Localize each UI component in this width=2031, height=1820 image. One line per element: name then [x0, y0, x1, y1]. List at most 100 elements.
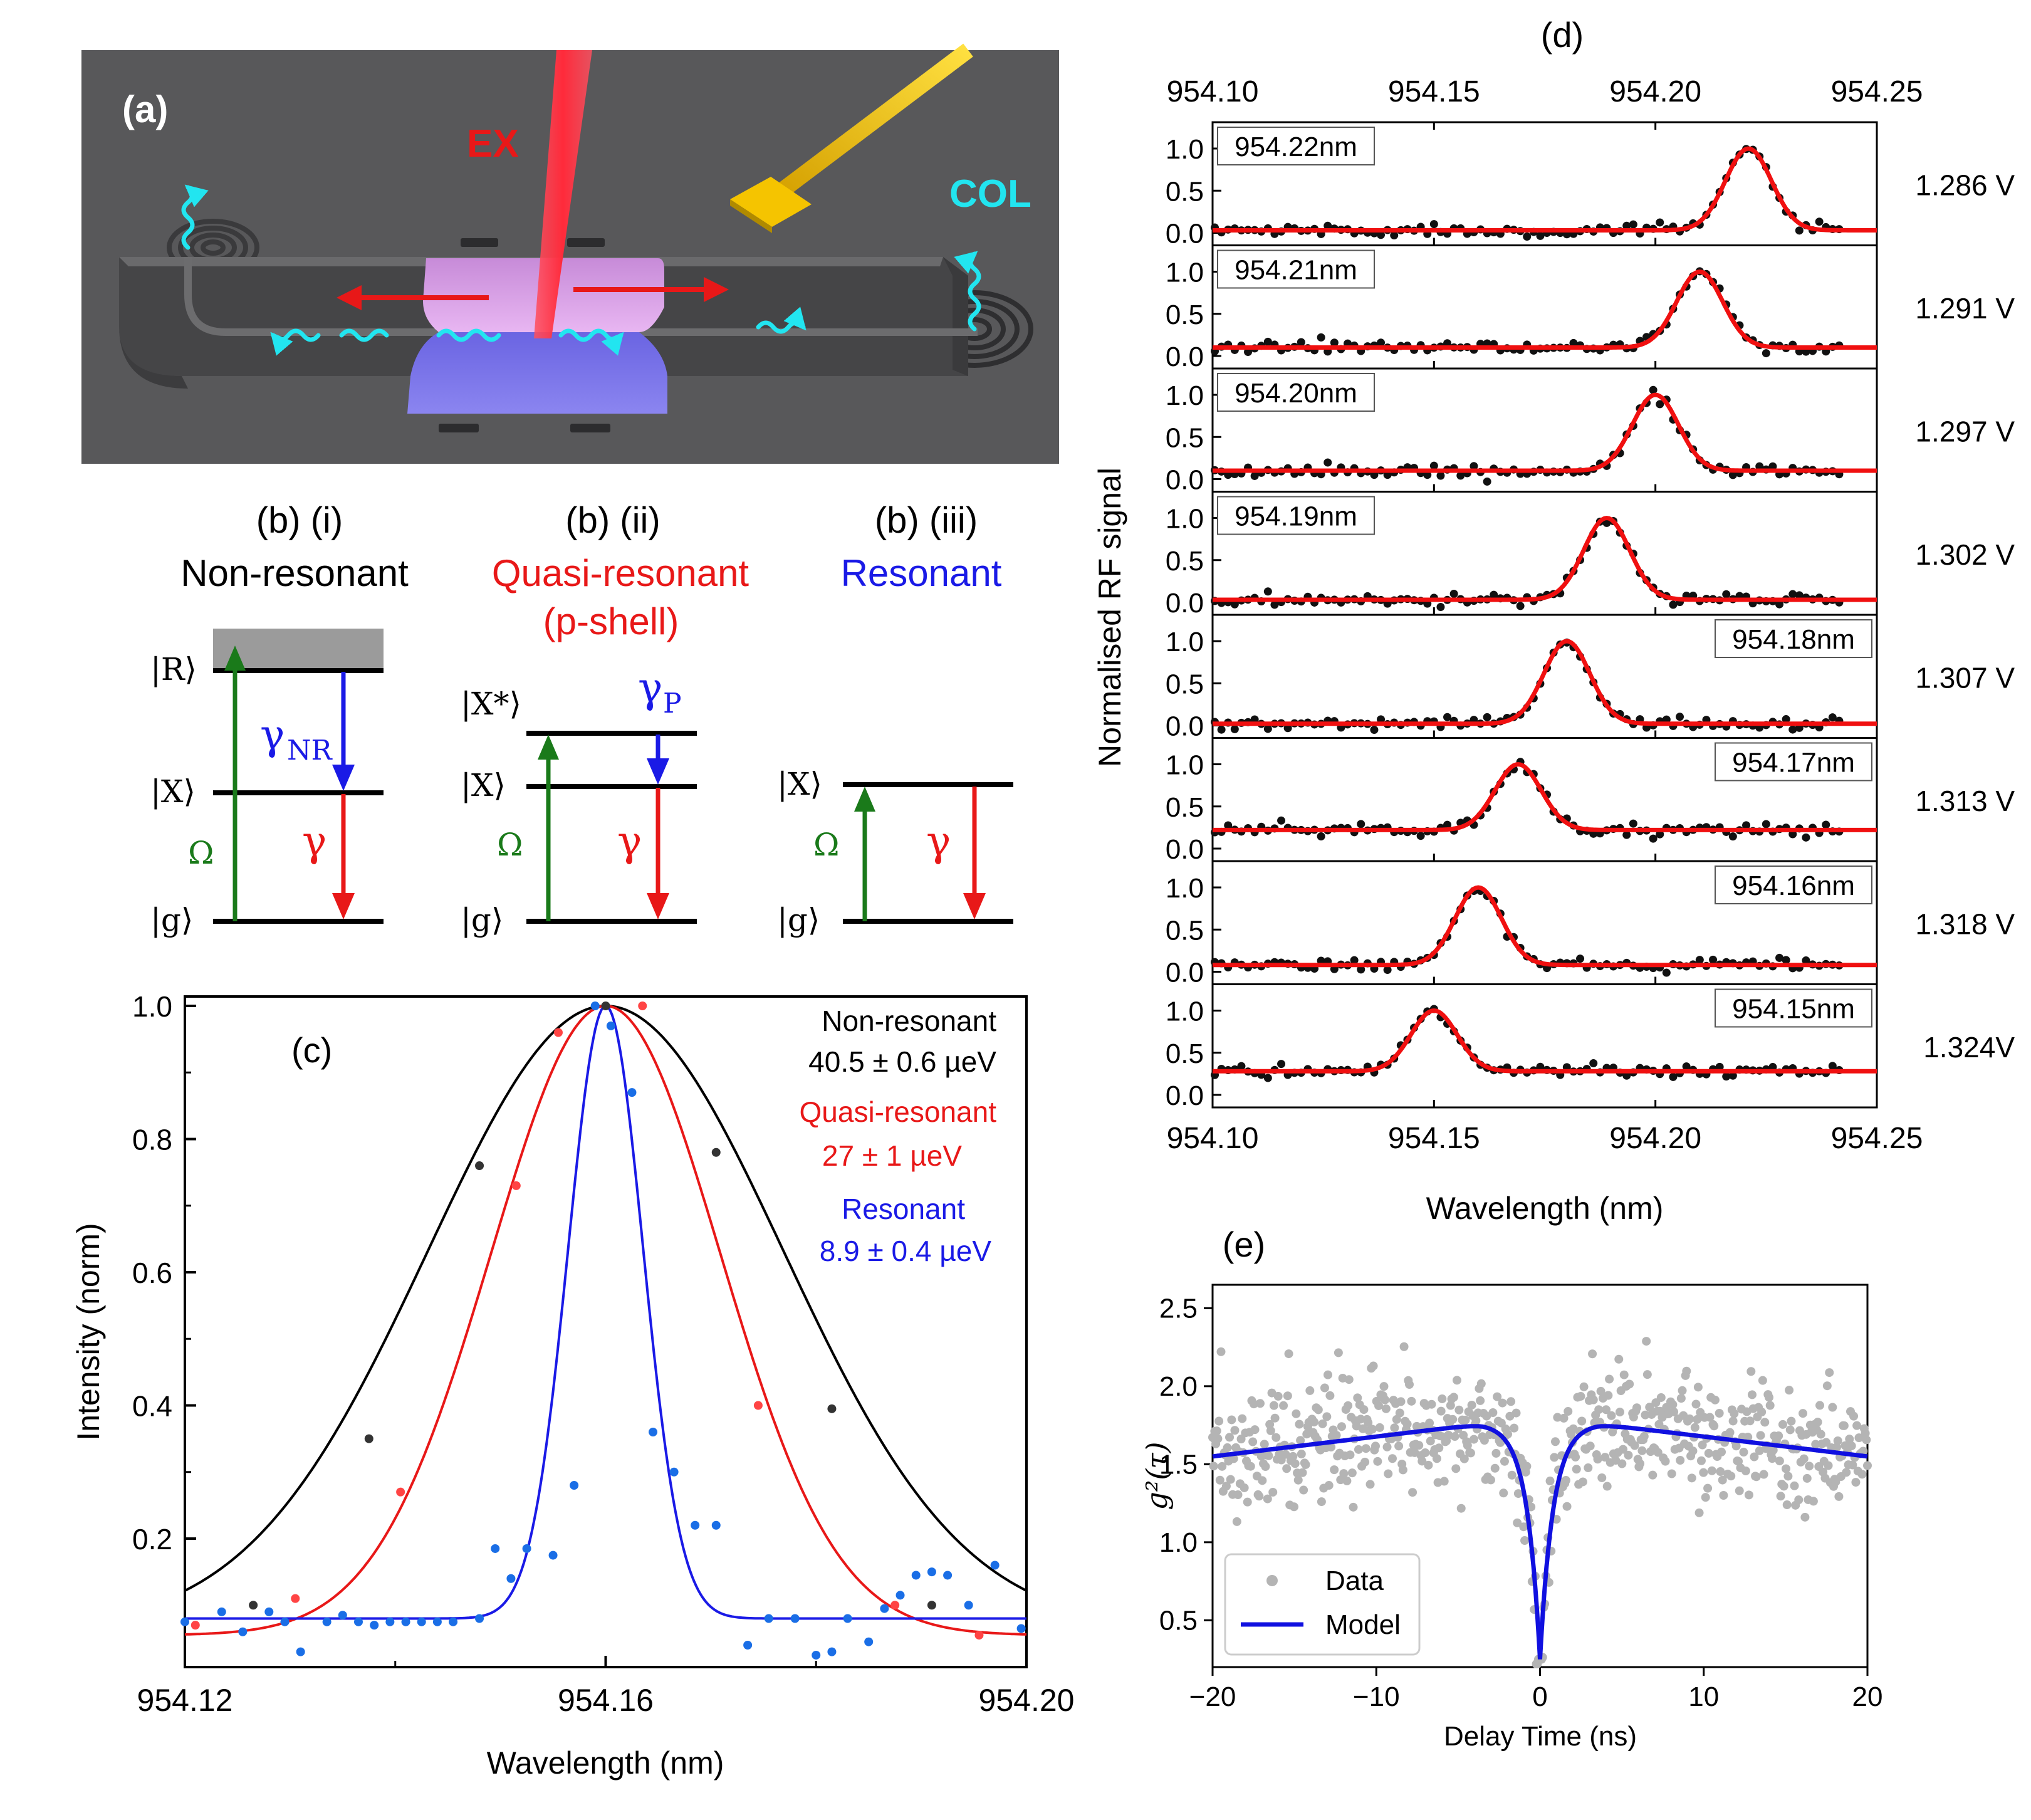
data-point	[1357, 820, 1365, 829]
data-point	[1630, 1441, 1639, 1450]
data-point	[1788, 725, 1797, 734]
y-tick-label: 0.5	[1166, 176, 1204, 207]
data-point	[1622, 221, 1631, 230]
data-point	[1396, 1397, 1406, 1406]
data-point	[1496, 1438, 1505, 1447]
data-point	[1506, 1397, 1516, 1406]
data-point	[291, 1594, 300, 1603]
data-point	[1788, 590, 1797, 599]
y-tick-label: 0.5	[1166, 669, 1204, 699]
data-point	[1399, 1342, 1409, 1351]
data-point	[1320, 1383, 1329, 1393]
bottom-x-tick-label: 954.15	[1388, 1122, 1480, 1155]
legend-model-label: Model	[1325, 1609, 1401, 1640]
y-tick-label: 0.0	[1166, 834, 1204, 865]
data-point	[1268, 1487, 1278, 1497]
data-point	[1594, 1405, 1604, 1415]
data-point	[1317, 333, 1325, 342]
fit-curve	[1213, 885, 1877, 968]
y-tick-label: 0.5	[1159, 1605, 1198, 1636]
data-point	[1436, 471, 1445, 480]
data-point	[1218, 1462, 1227, 1471]
model-curve	[1212, 1424, 1868, 1660]
wavelength-label: 954.22nm	[1235, 132, 1357, 162]
data-point	[964, 1601, 973, 1610]
wavelength-label-box	[1217, 249, 1375, 289]
data-point	[1258, 1476, 1267, 1485]
data-point	[1750, 1452, 1759, 1462]
data-point	[1602, 1482, 1612, 1491]
data-point	[1795, 226, 1804, 235]
data-point	[1520, 1536, 1530, 1545]
data-point	[1238, 1414, 1247, 1423]
annot-res-value: 8.9 ± 0.4 µeV	[820, 1235, 992, 1267]
data-point	[1795, 591, 1804, 600]
panel-c-xlabel: Wavelength (nm)	[487, 1745, 724, 1781]
data-point	[364, 1434, 373, 1443]
data-point	[1452, 1376, 1461, 1385]
panel-b: (b) (i) Non-resonant |R⟩ |X⟩ |g⟩ Ω γ NR …	[150, 500, 1013, 938]
top-x-tick-label: 954.15	[1388, 75, 1480, 108]
data-point	[1704, 1448, 1713, 1458]
fit-curve	[1213, 639, 1877, 726]
data-point	[401, 1617, 410, 1626]
data-point	[1503, 1430, 1513, 1439]
data-point	[1851, 1478, 1861, 1487]
data-point	[1617, 1459, 1627, 1468]
data-point	[880, 1604, 889, 1613]
bottom-x-tick-label: 954.25	[1831, 1122, 1923, 1155]
data-point	[1715, 1062, 1724, 1071]
y-tick-label: 1.0	[1166, 134, 1204, 165]
data-point	[1589, 1059, 1598, 1068]
data-point	[1625, 1379, 1634, 1389]
gold-contact-pad	[730, 177, 812, 227]
data-point	[1290, 1459, 1300, 1468]
data-point	[1649, 834, 1658, 843]
data-point	[1295, 1420, 1304, 1429]
data-point	[1668, 1400, 1678, 1409]
data-point	[1746, 1367, 1756, 1376]
data-point	[1443, 713, 1452, 721]
panel-b-iii-header: (b) (iii)	[875, 500, 978, 541]
x-tick-label: 954.16	[558, 1683, 654, 1718]
data-point	[1800, 1512, 1810, 1522]
data-point	[1842, 1468, 1851, 1477]
data-point	[1370, 725, 1379, 734]
data-point	[1822, 1381, 1832, 1391]
data-point	[1762, 349, 1770, 358]
data-point	[1299, 1485, 1308, 1495]
data-point	[1318, 1419, 1327, 1428]
voltage-label: 1.313 V	[1915, 785, 2015, 817]
data-point	[1483, 713, 1491, 721]
data-point	[1483, 477, 1491, 486]
data-point	[1636, 1459, 1645, 1468]
y-tick-label: 1.0	[1166, 996, 1204, 1027]
col-label: COL	[949, 172, 1031, 216]
data-point	[322, 1617, 332, 1626]
rate-gamma-nr: γ	[260, 711, 285, 759]
panel-c-ylabel: Intensity (norm)	[71, 1223, 106, 1440]
data-point	[1731, 1441, 1741, 1451]
data-point	[927, 1601, 936, 1610]
data-point	[1622, 830, 1631, 839]
panel-b-ii-title: Quasi-resonant	[492, 552, 749, 594]
data-point	[1785, 1425, 1795, 1435]
data-point	[1507, 1470, 1517, 1480]
fit-curve	[1213, 269, 1877, 350]
level-X-ii: |X⟩	[461, 767, 506, 803]
data-point	[1381, 1395, 1390, 1404]
data-point	[1414, 1441, 1424, 1450]
data-point	[1805, 1462, 1814, 1471]
data-point	[1759, 1470, 1768, 1479]
data-point	[1476, 1379, 1486, 1388]
data-point	[1426, 1436, 1435, 1446]
panel-e-ylabel: g²(τ)	[1140, 1441, 1174, 1510]
data-point	[1261, 1462, 1270, 1472]
data-point	[1779, 1482, 1788, 1491]
data-point	[1813, 1418, 1822, 1427]
data-point	[1802, 1473, 1812, 1483]
data-point	[1757, 1408, 1767, 1417]
y-tick-label: 0.5	[1166, 300, 1204, 330]
legend-data-marker	[1266, 1575, 1278, 1586]
data-point	[1493, 1392, 1502, 1401]
